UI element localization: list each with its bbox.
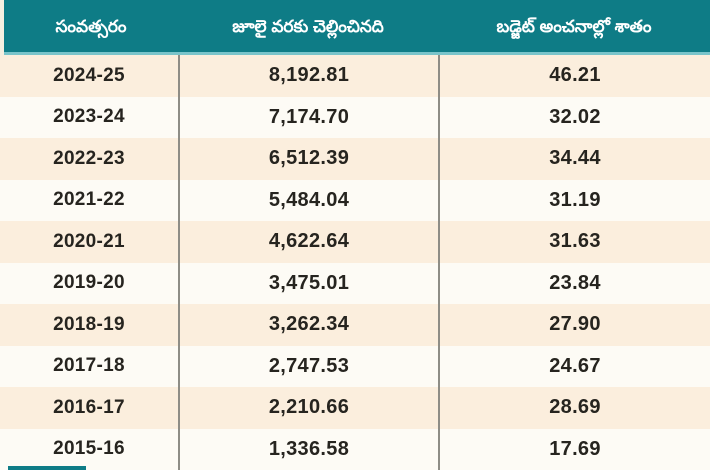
table-row: 2018-19 3,262.34 27.90 (0, 304, 710, 346)
bottom-accent-strip (8, 466, 86, 470)
percent-cell: 32.02 (438, 96, 710, 138)
paid-amount-cell: 4,622.64 (178, 221, 438, 263)
column-header-year: సంవత్సరం (55, 17, 127, 37)
year-cell: 2024-25 (53, 64, 125, 86)
percent-cell: 27.90 (438, 304, 710, 346)
paid-amount-cell: 5,484.04 (178, 179, 438, 221)
table-body: 2024-25 8,192.81 46.21 2023-24 7,174.70 … (0, 55, 710, 470)
paid-amount-cell: 6,512.39 (178, 138, 438, 180)
year-cell: 2020-21 (53, 230, 125, 252)
table-row: 2016-17 2,210.66 28.69 (0, 387, 710, 429)
column-header-paid-till-july: జూలై వరకు చెల్లించినది (232, 17, 384, 37)
year-cell: 2022-23 (53, 147, 125, 169)
table-row: 2023-24 7,174.70 32.02 (0, 96, 710, 138)
percent-cell: 28.69 (438, 387, 710, 429)
paid-amount-cell: 2,210.66 (178, 387, 438, 429)
percent-cell: 31.19 (438, 179, 710, 221)
percent-cell: 23.84 (438, 262, 710, 304)
paid-amount-cell: 7,174.70 (178, 96, 438, 138)
year-cell: 2015-16 (53, 438, 125, 460)
table-header-row: సంవత్సరం జూలై వరకు చెల్లించినది బడ్జెట్ … (4, 0, 710, 55)
percent-cell: 31.63 (438, 221, 710, 263)
table-row: 2017-18 2,747.53 24.67 (0, 345, 710, 387)
year-cell: 2019-20 (53, 272, 125, 294)
column-header-budget-estimate-percent: బడ్జెట్ అంచనాల్లో శాతం (496, 17, 652, 37)
table-row: 2015-16 1,336.58 17.69 (0, 428, 710, 470)
paid-amount-cell: 3,262.34 (178, 304, 438, 346)
year-cell: 2023-24 (53, 106, 125, 128)
year-cell: 2017-18 (53, 355, 125, 377)
table-row: 2020-21 4,622.64 31.63 (0, 221, 710, 263)
table-row: 2022-23 6,512.39 34.44 (0, 138, 710, 180)
year-cell: 2018-19 (53, 313, 125, 335)
percent-cell: 24.67 (438, 345, 710, 387)
percent-cell: 17.69 (438, 428, 710, 470)
year-cell: 2016-17 (53, 396, 125, 418)
year-cell: 2021-22 (53, 189, 125, 211)
table-row: 2024-25 8,192.81 46.21 (0, 55, 710, 97)
paid-amount-cell: 8,192.81 (178, 55, 438, 97)
paid-amount-cell: 2,747.53 (178, 345, 438, 387)
paid-amount-cell: 1,336.58 (178, 428, 438, 470)
table-row: 2019-20 3,475.01 23.84 (0, 262, 710, 304)
percent-cell: 34.44 (438, 138, 710, 180)
table-row: 2021-22 5,484.04 31.19 (0, 179, 710, 221)
percent-cell: 46.21 (438, 55, 710, 97)
paid-amount-cell: 3,475.01 (178, 262, 438, 304)
